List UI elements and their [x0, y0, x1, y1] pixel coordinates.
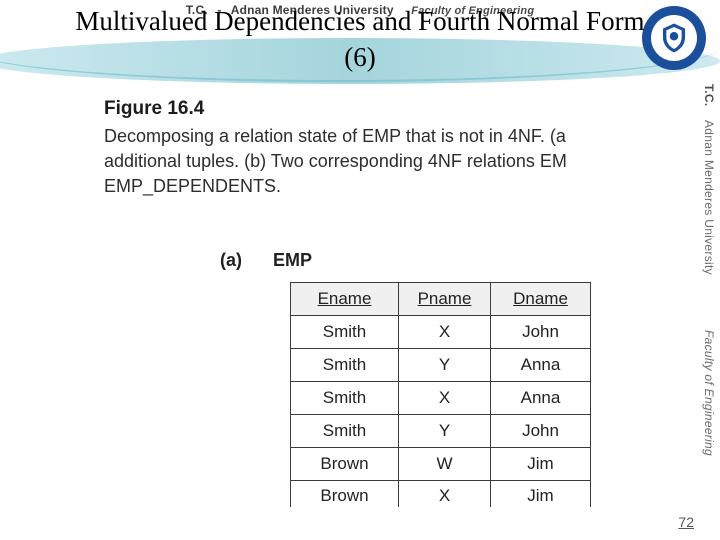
cell: John [491, 415, 591, 448]
cell: Smith [291, 382, 399, 415]
cell: X [399, 316, 491, 349]
figure-caption-l1: Decomposing a relation state of EMP that… [104, 126, 566, 146]
figure-block: Figure 16.4 Decomposing a relation state… [104, 98, 624, 198]
right-text-university: Adnan Menderes University [694, 120, 716, 275]
cell: Smith [291, 316, 399, 349]
cell: Y [399, 349, 491, 382]
cell: Anna [491, 382, 591, 415]
cell: Smith [291, 415, 399, 448]
table-row: Brown W Jim [291, 448, 591, 481]
cell: X [399, 481, 491, 508]
right-text-tc: T.C. [694, 84, 716, 107]
cell: Jim [491, 481, 591, 508]
page-number: 72 [678, 514, 694, 530]
relation-name: EMP [273, 250, 312, 270]
cell: Brown [291, 448, 399, 481]
col-header-ename: Ename [291, 283, 399, 316]
cell: Y [399, 415, 491, 448]
figure-caption-l2: additional tuples. (b) Two corresponding… [104, 151, 567, 171]
cell: Brown [291, 481, 399, 508]
cell: Smith [291, 349, 399, 382]
cell: W [399, 448, 491, 481]
slide-title-line1: Multivalued Dependencies and Fourth Norm… [0, 6, 720, 37]
col-header-dname: Dname [491, 283, 591, 316]
cell: Jim [491, 448, 591, 481]
col-header-pname: Pname [399, 283, 491, 316]
slide-title-line2: (6) [0, 42, 720, 73]
table-row: Brown X Jim [291, 481, 591, 508]
emp-table: Ename Pname Dname Smith X John Smith Y A… [290, 282, 591, 507]
table-header-row: Ename Pname Dname [291, 283, 591, 316]
slide: T.C. - Adnan Menderes University Faculty… [0, 0, 720, 540]
table-row: Smith X John [291, 316, 591, 349]
right-text-faculty: Faculty of Engineering [694, 330, 716, 456]
table-row: Smith X Anna [291, 382, 591, 415]
figure-caption: Decomposing a relation state of EMP that… [104, 124, 624, 198]
part-label-row: (a) EMP [220, 250, 312, 271]
cell: X [399, 382, 491, 415]
figure-label: Figure 16.4 [104, 98, 624, 120]
part-marker: (a) [220, 250, 242, 270]
table-row: Smith Y John [291, 415, 591, 448]
table-row: Smith Y Anna [291, 349, 591, 382]
cell: Anna [491, 349, 591, 382]
cell: John [491, 316, 591, 349]
figure-caption-l3: EMP_DEPENDENTS. [104, 176, 281, 196]
